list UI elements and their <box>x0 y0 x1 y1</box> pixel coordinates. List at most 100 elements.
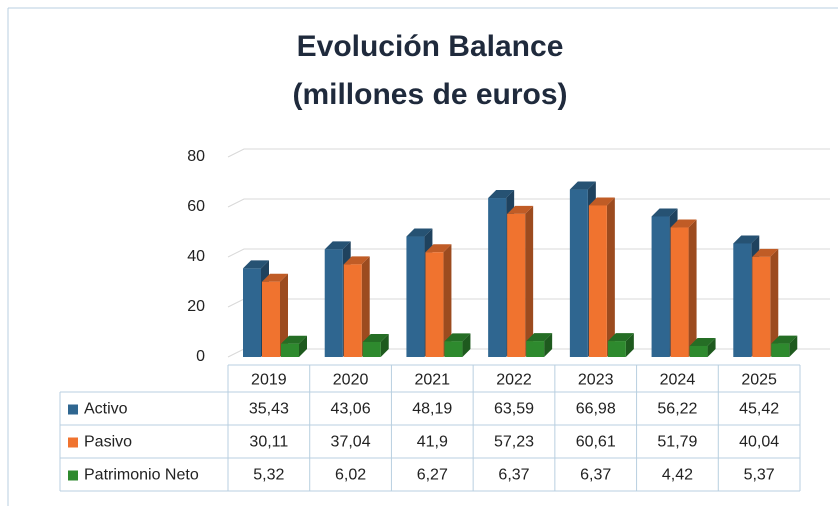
bar-side <box>544 333 553 357</box>
table-value: 63,59 <box>494 401 534 418</box>
table-value: 30,11 <box>249 434 288 451</box>
bar-side <box>789 335 798 357</box>
bar-top <box>362 333 389 342</box>
table-value: 43,06 <box>331 401 371 418</box>
table-value: 60,61 <box>576 434 616 451</box>
bar <box>733 243 752 357</box>
bar-top <box>488 190 515 199</box>
bar <box>324 249 343 357</box>
bar-top <box>526 333 553 342</box>
bar <box>343 264 362 357</box>
bar-side <box>299 335 307 357</box>
legend-key <box>68 470 78 481</box>
x-tick-label: 2025 <box>741 372 777 389</box>
table-value: 66,98 <box>576 401 616 418</box>
table-value: 56,22 <box>657 401 697 418</box>
table-value: 5,37 <box>744 467 775 484</box>
bar <box>281 343 299 357</box>
legend-key <box>68 404 78 415</box>
bar-top <box>444 333 471 342</box>
y-tick-label: 40 <box>187 248 205 265</box>
bar-side <box>280 273 288 357</box>
bar-top <box>507 205 534 214</box>
bar-side <box>525 205 534 357</box>
bar-side <box>770 248 779 357</box>
bar <box>752 256 771 357</box>
chart-subtitle: (millones de euros) <box>292 78 567 111</box>
table-value: 4,42 <box>662 467 693 484</box>
table-value: 48,19 <box>412 401 452 418</box>
grid-line <box>227 198 830 208</box>
bar-top <box>324 241 351 250</box>
bar <box>262 281 280 357</box>
table-value: 6,02 <box>335 467 366 484</box>
bar <box>406 236 425 357</box>
y-tick-label: 80 <box>187 148 205 165</box>
bar-top <box>569 181 596 190</box>
bar-top <box>243 260 269 269</box>
bar <box>526 341 545 357</box>
table-value: 6,37 <box>580 467 611 484</box>
bar <box>588 205 607 357</box>
x-tick-label: 2019 <box>251 372 287 389</box>
table-value: 57,23 <box>494 434 534 451</box>
chart-title: Evolución Balance <box>297 30 564 63</box>
x-tick-label: 2020 <box>333 372 369 389</box>
bar-top <box>607 333 634 342</box>
bar <box>651 216 670 357</box>
table-value: 51,79 <box>657 434 697 451</box>
bar-top <box>406 228 433 237</box>
bar-side <box>380 333 389 357</box>
bar-top <box>670 219 697 228</box>
grid-line <box>227 248 830 258</box>
bar-top <box>262 273 288 282</box>
bar-side <box>707 337 716 357</box>
table-value: 37,04 <box>331 434 371 451</box>
table-value: 6,27 <box>417 467 448 484</box>
bar-top <box>425 244 452 253</box>
bar <box>488 198 507 357</box>
y-tick-label: 60 <box>187 198 205 215</box>
table-value: 35,43 <box>249 401 289 418</box>
bar-side <box>606 197 615 357</box>
grid-line <box>227 148 830 158</box>
bar <box>243 268 261 357</box>
bar-side <box>625 333 634 357</box>
bar-top <box>343 256 370 265</box>
bar <box>689 345 708 357</box>
bar <box>507 213 526 357</box>
table-value: 45,42 <box>739 401 779 418</box>
x-tick-label: 2021 <box>414 372 450 389</box>
legend-label: Pasivo <box>84 434 132 451</box>
bar-top <box>689 337 716 346</box>
table-value: 5,32 <box>253 467 284 484</box>
bar-top <box>733 235 760 244</box>
y-tick-label: 20 <box>187 298 205 315</box>
bar-side <box>361 256 370 357</box>
x-tick-label: 2022 <box>496 372 532 389</box>
legend-label: Patrimonio Neto <box>84 467 199 484</box>
bar-side <box>443 244 452 357</box>
bar <box>362 341 381 357</box>
bar <box>670 227 689 357</box>
table-value: 40,04 <box>739 434 779 451</box>
x-tick-label: 2024 <box>660 372 696 389</box>
legend-label: Activo <box>84 401 128 418</box>
bar <box>425 252 444 357</box>
y-tick-label: 0 <box>196 348 205 365</box>
bar <box>607 341 626 357</box>
bar-top <box>651 208 678 217</box>
bar-side <box>688 219 697 357</box>
table-value: 41,9 <box>417 434 448 451</box>
bar-top <box>588 197 615 206</box>
bar-top <box>771 335 798 344</box>
x-tick-label: 2023 <box>578 372 614 389</box>
bar <box>569 189 588 357</box>
bar <box>444 341 463 357</box>
legend-key <box>68 437 78 448</box>
bar-side <box>462 333 471 357</box>
bar <box>771 343 790 357</box>
bar-top <box>752 248 779 257</box>
table-value: 6,37 <box>498 467 529 484</box>
